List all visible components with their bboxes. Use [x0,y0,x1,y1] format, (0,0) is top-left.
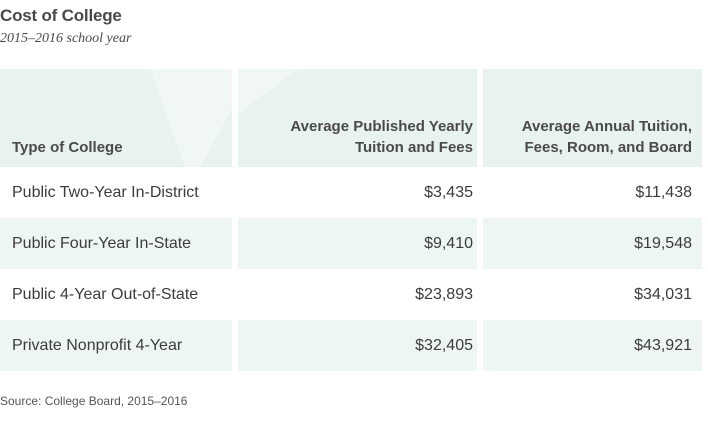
row-tuition: $3,435 [424,183,473,201]
cost-table: Type of College Average Published Yearly… [0,69,702,371]
table-header-row: Type of College Average Published Yearly… [0,69,702,167]
row-type: Public 4-Year Out-of-State [12,285,199,303]
table-row: Public Two-Year In-District $3,435 $11,4… [0,167,702,218]
row-total: $34,031 [634,285,692,303]
header-label-total: Average Annual Tuition, Fees, Room, and … [521,118,692,156]
header-cell-tuition: Average Published Yearly Tuition and Fee… [238,69,477,167]
row-tuition: $32,405 [238,320,477,371]
source-note: Source: College Board, 2015–2016 [0,394,188,408]
table-subtitle: 2015–2016 school year [0,31,132,46]
table-row: Public 4-Year Out-of-State $23,893 $34,0… [0,269,702,320]
header-decoration-shape [150,69,232,167]
table-row: Private Nonprofit 4-Year $32,405 $43,921 [0,320,702,371]
row-total: $11,438 [635,183,692,201]
header-label-tuition: Average Published Yearly Tuition and Fee… [290,118,473,156]
row-tuition: $9,410 [238,218,477,269]
header-cell-total: Average Annual Tuition, Fees, Room, and … [483,69,702,167]
row-tuition: $23,893 [415,285,473,303]
row-total: $43,921 [483,320,702,371]
header-cell-type: Type of College [0,69,232,167]
row-type: Private Nonprofit 4-Year [0,320,232,371]
header-label-type: Type of College [12,139,123,156]
row-total: $19,548 [483,218,702,269]
row-type: Public Two-Year In-District [12,183,199,201]
table-title: Cost of College [0,6,122,25]
header-decoration-shape [238,69,298,114]
table-row: Public Four-Year In-State $9,410 $19,548 [0,218,702,269]
row-type: Public Four-Year In-State [0,218,232,269]
